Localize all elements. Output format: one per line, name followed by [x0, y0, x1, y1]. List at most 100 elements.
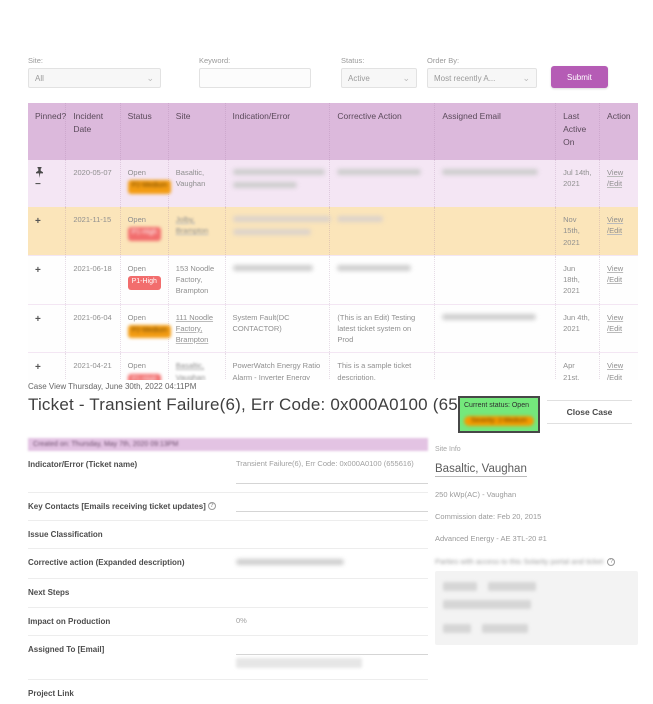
- next-steps-label: Next Steps: [28, 588, 70, 598]
- access-party-redacted: [443, 600, 531, 609]
- site-inverter: Advanced Energy - AE 3TL-20 #1: [435, 534, 547, 543]
- corrective-text: (This is an Edit) Testing latest ticket …: [329, 304, 436, 353]
- table-row: − 2020-05-07 Open P2-Medium Basaltic, Va…: [28, 160, 638, 207]
- site-capacity: 250 kWp(AC) - Vaughan: [435, 490, 517, 499]
- col-action: Action: [607, 111, 631, 121]
- page-title: Ticket - Transient Failure(6), Err Code:…: [28, 395, 503, 414]
- indicator-value: Transient Failure(6), Err Code: 0x000A01…: [236, 459, 414, 468]
- status-text: Open: [127, 361, 146, 371]
- access-party-redacted: [443, 624, 471, 633]
- last-active-date: Nov 15th, 2021: [555, 207, 601, 256]
- site-name: 153 Noodle Factory, Brampton: [168, 255, 226, 304]
- incident-date: 2021-11-15: [65, 207, 121, 256]
- view-edit-link[interactable]: View /Edit: [607, 168, 624, 189]
- col-site: Site: [168, 103, 226, 160]
- view-edit-link[interactable]: View /Edit: [607, 312, 624, 333]
- form-row-corrective-action: Corrective action (Expanded description): [28, 549, 428, 580]
- assigned-email-redacted: [434, 160, 557, 207]
- table-row: + 2021-06-04 Open P2-Medium 111 Noodle F…: [28, 304, 638, 353]
- indication-text: PowerWatch Energy Ratio Alarm - Inverter…: [225, 352, 331, 380]
- pushpin-icon[interactable]: [35, 167, 44, 180]
- keyword-filter-label: Keyword:: [199, 56, 231, 65]
- assigned-email-redacted: [434, 304, 557, 353]
- site-info-panel: Site Info Basaltic, Vaughan 250 kWp(AC) …: [435, 446, 638, 645]
- help-icon[interactable]: ?: [207, 502, 216, 511]
- status-text: Open: [127, 263, 146, 273]
- status-text: Open: [127, 312, 146, 322]
- pin-button[interactable]: +: [35, 313, 41, 325]
- pin-button[interactable]: +: [35, 362, 41, 374]
- severity-badge: P1-High: [127, 227, 161, 241]
- indication-redacted: [225, 255, 331, 304]
- site-info-header: Site Info: [435, 446, 461, 453]
- severity-badge: P2-Medium: [127, 324, 172, 339]
- site-link[interactable]: 111 Noodle Factory, Brampton: [175, 312, 214, 345]
- site-filter-label: Site:: [28, 56, 44, 65]
- col-corrective: Corrective Action: [329, 103, 436, 160]
- project-link-label: Project Link: [28, 689, 74, 699]
- form-row-indicator: Indicator/Error (Ticket name) Transient …: [28, 451, 428, 493]
- tickets-table: Pinned? Incident Date Status Site Indica…: [28, 103, 638, 380]
- access-note: Parties with access to this Solarity por…: [435, 557, 604, 566]
- incident-date: 2021-04-21: [65, 352, 121, 380]
- form-row-assigned-to: Assigned To [Email]: [28, 636, 428, 681]
- indication-text: System Fault(DC CONTACTOR): [225, 304, 331, 353]
- assigned-email: [434, 207, 557, 256]
- form-row-project-link: Project Link: [28, 680, 428, 704]
- site-link[interactable]: Jolby, Brampton: [175, 215, 209, 236]
- corrective-action-label: Corrective action (Expanded description): [28, 557, 185, 567]
- issue-classification-label: Issue Classification: [28, 529, 103, 539]
- keyword-input[interactable]: [199, 68, 311, 88]
- access-parties-box: [435, 571, 638, 645]
- impact-label: Impact on Production: [28, 616, 111, 626]
- indicator-label: Indicator/Error (Ticket name): [28, 460, 138, 469]
- severity-badge: P2-Medium: [127, 180, 172, 194]
- severity-badge: Severity: 2-Medium: [464, 416, 534, 426]
- severity-badge: P1-High: [127, 373, 161, 380]
- unpin-button[interactable]: −: [35, 179, 41, 191]
- incident-date: 2021-06-04: [65, 304, 121, 353]
- site-name: Basaltic, Vaughan: [168, 160, 226, 207]
- indicator-input[interactable]: [236, 473, 428, 484]
- assigned-email-redacted: [236, 657, 362, 668]
- col-assigned-email: Assigned Email: [434, 103, 557, 160]
- access-party-redacted: [488, 582, 537, 591]
- close-case-button[interactable]: Close Case: [547, 400, 632, 424]
- status-filter-select[interactable]: Active ⌄: [341, 68, 417, 88]
- site-link[interactable]: Basaltic, Vaughan: [175, 361, 206, 380]
- table-header-row: Pinned? Incident Date Status Site Indica…: [28, 103, 638, 160]
- submit-button[interactable]: Submit: [551, 66, 608, 88]
- form-row-impact: Impact on Production 0%: [28, 608, 428, 636]
- view-edit-link[interactable]: View /Edit: [607, 361, 624, 380]
- corrective-text: This is a sample ticket description.: [329, 352, 436, 380]
- access-party-redacted: [482, 624, 529, 633]
- col-last-active: Last Active On: [555, 103, 601, 160]
- col-pinned: Pinned?: [28, 103, 67, 160]
- assigned-to-input[interactable]: [236, 644, 428, 655]
- chevron-down-icon: ⌄: [146, 72, 154, 83]
- corrective-redacted: [329, 255, 436, 304]
- chevron-down-icon: ⌄: [522, 72, 530, 83]
- assigned-email: [434, 255, 557, 304]
- site-name-link[interactable]: Basaltic, Vaughan: [435, 463, 527, 477]
- corrective-action-redacted: [236, 558, 344, 565]
- orderby-filter-select[interactable]: Most recently A... ⌄: [427, 68, 537, 88]
- pin-button[interactable]: +: [35, 216, 41, 227]
- ticket-form: Created on: Thursday, May 7th, 2020 09:1…: [28, 438, 428, 704]
- indication-redacted: [225, 207, 331, 256]
- view-edit-link[interactable]: View /Edit: [607, 215, 624, 236]
- incident-date: 2020-05-07: [65, 160, 121, 207]
- col-incident-date: Incident Date: [65, 103, 121, 160]
- last-active-date: Jul 14th, 2021: [555, 160, 601, 207]
- site-filter-select[interactable]: All ⌄: [28, 68, 161, 88]
- severity-badge: P1-High: [127, 276, 161, 290]
- key-contacts-input[interactable]: [236, 501, 428, 512]
- chevron-down-icon: ⌄: [402, 72, 410, 83]
- col-indication: Indication/Error: [225, 103, 331, 160]
- last-active-date: Jun 4th, 2021: [555, 304, 601, 353]
- created-on-bar: Created on: Thursday, May 7th, 2020 09:1…: [28, 438, 428, 451]
- help-icon[interactable]: ?: [607, 557, 616, 566]
- pin-button[interactable]: +: [35, 264, 41, 276]
- table-row: + 2021-04-21 Open P1-High Basaltic, Vaug…: [28, 352, 638, 380]
- view-edit-link[interactable]: View /Edit: [607, 263, 624, 284]
